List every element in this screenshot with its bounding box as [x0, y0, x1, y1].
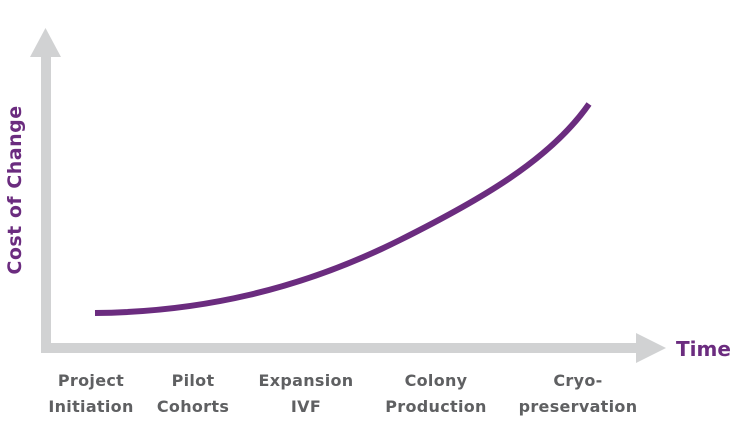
phase-label-cryopreservation: Cryo- preservation	[508, 368, 648, 420]
phase-label-line2: Cohorts	[156, 397, 230, 416]
phase-label-colony-production: Colony Production	[366, 368, 506, 420]
y-axis-line	[41, 56, 51, 353]
phase-label-line1: Cryo-	[553, 371, 603, 390]
phase-label-line1: Project	[57, 371, 125, 390]
x-axis-line	[41, 343, 637, 353]
y-axis-title: Cost of Change	[4, 105, 26, 275]
phase-label-line1: Pilot	[171, 371, 215, 390]
phase-label-project-initiation: Project Initiation	[21, 368, 161, 420]
phase-label-line2: IVF	[290, 397, 322, 416]
phase-label-line1: Colony	[404, 371, 468, 390]
x-axis-arrowhead-icon	[636, 333, 666, 363]
phase-label-line2: preservation	[518, 397, 638, 416]
phase-label-line2: Production	[385, 397, 487, 416]
phase-label-pilot-cohorts: Pilot Cohorts	[123, 368, 263, 420]
y-axis-arrowhead-icon	[30, 28, 61, 57]
cost-curve	[94, 102, 592, 316]
phase-label-line1: Expansion	[258, 371, 354, 390]
phase-label-line2: Initiation	[48, 397, 134, 416]
x-axis-title: Time	[676, 337, 731, 361]
phase-label-expansion-ivf: Expansion IVF	[236, 368, 376, 420]
